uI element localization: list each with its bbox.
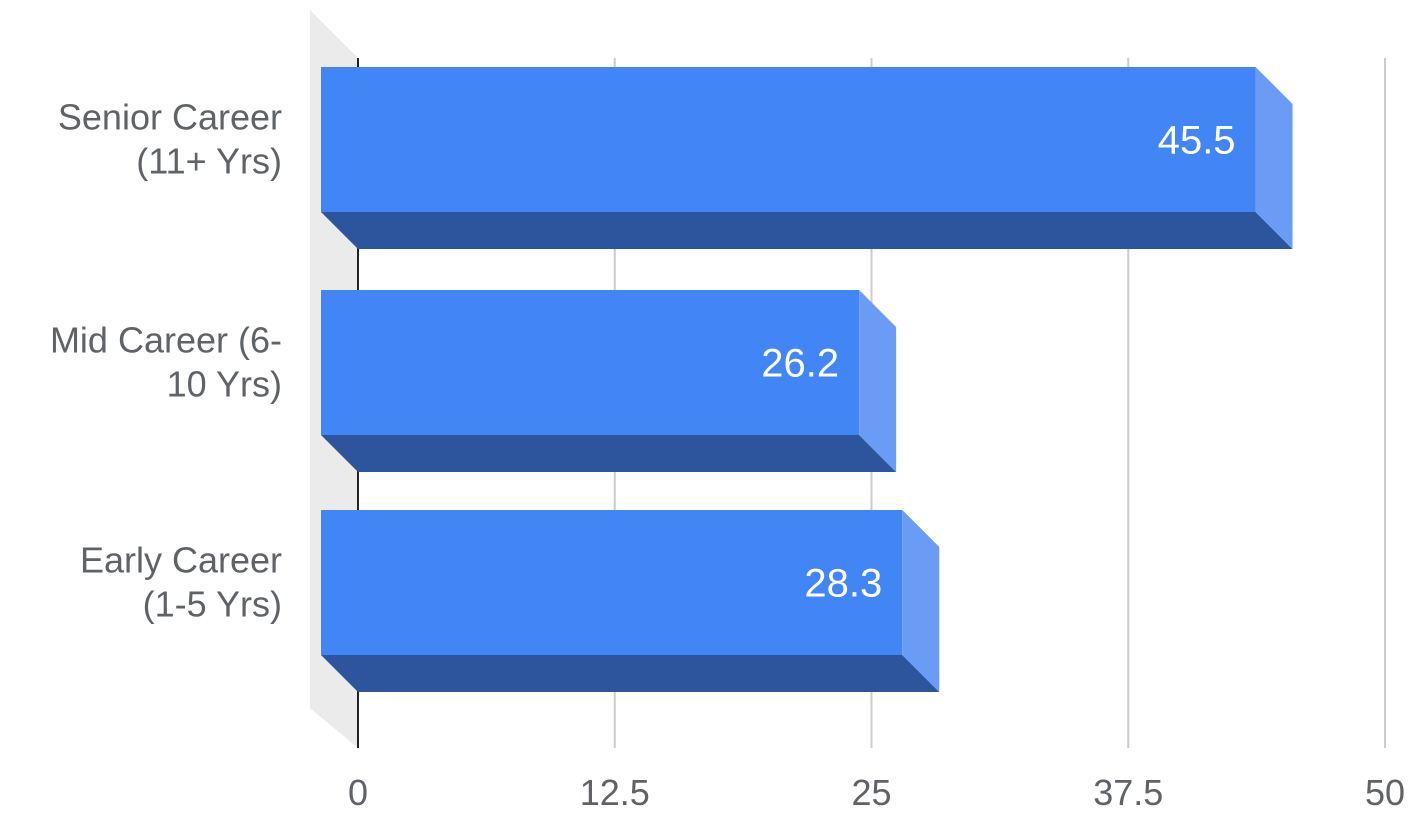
category-label: Early Career bbox=[80, 540, 282, 581]
category-label: Mid Career (6- bbox=[50, 320, 282, 361]
bar-front-face bbox=[321, 67, 1256, 212]
x-tick-label: 50 bbox=[1365, 772, 1405, 813]
x-tick-label: 0 bbox=[348, 772, 368, 813]
bar-side-face bbox=[859, 290, 897, 472]
category-label: (1-5 Yrs) bbox=[143, 584, 282, 625]
x-tick-label: 37.5 bbox=[1093, 772, 1163, 813]
category-label: 10 Yrs) bbox=[167, 364, 282, 405]
data-label: 28.3 bbox=[804, 562, 882, 606]
bar-2 bbox=[321, 510, 940, 692]
bar-side-face bbox=[1255, 67, 1293, 249]
bar-front-face bbox=[321, 290, 860, 435]
bar-bottom-face bbox=[321, 435, 897, 472]
category-label: (11+ Yrs) bbox=[136, 141, 282, 182]
bar-0 bbox=[321, 67, 1293, 249]
data-label: 26.2 bbox=[761, 342, 839, 386]
bar-1 bbox=[321, 290, 897, 472]
bar-side-face bbox=[902, 510, 940, 692]
bar-bottom-face bbox=[321, 212, 1293, 249]
x-tick-label: 12.5 bbox=[580, 772, 650, 813]
bar-bottom-face bbox=[321, 655, 940, 692]
bar-front-face bbox=[321, 510, 903, 655]
x-tick-label: 25 bbox=[851, 772, 891, 813]
data-label: 45.5 bbox=[1158, 119, 1236, 163]
category-label: Senior Career bbox=[58, 97, 282, 138]
